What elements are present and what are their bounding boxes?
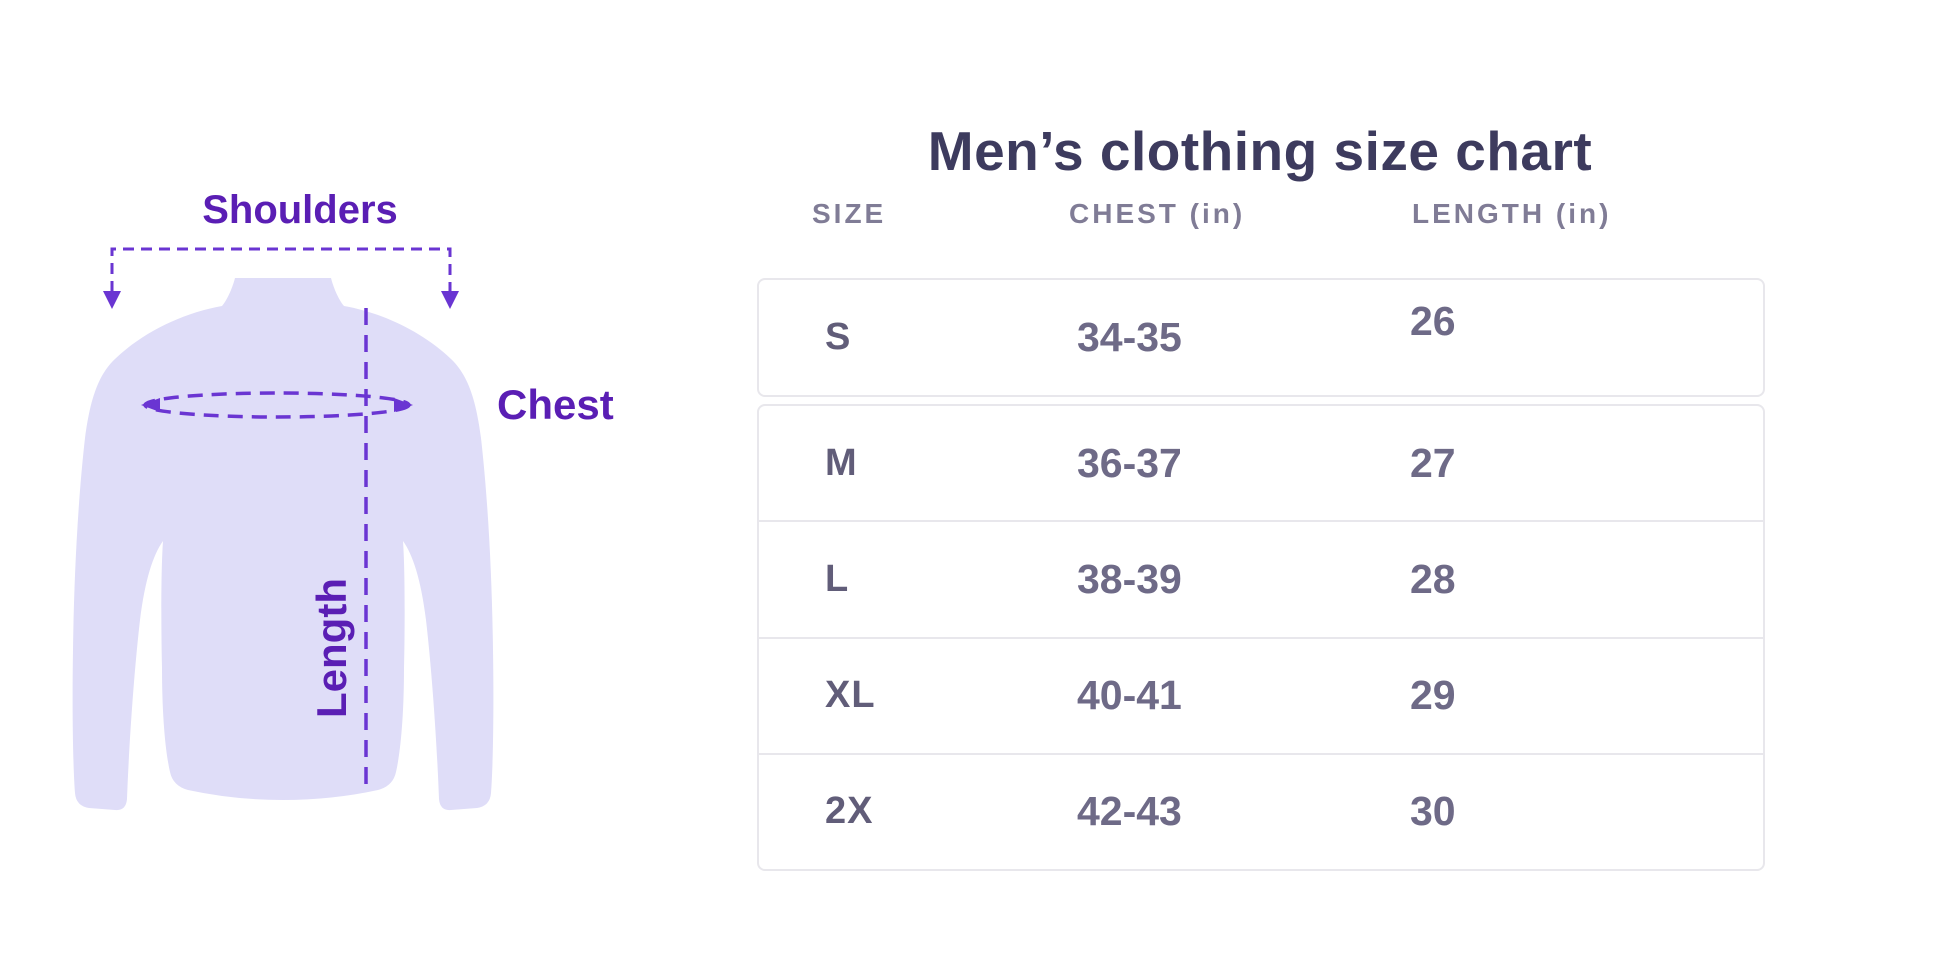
chest-value: 34-35 <box>1077 314 1182 360</box>
shirt-silhouette <box>72 278 494 811</box>
table-header-row: SIZE CHEST (in) LENGTH (in) <box>757 190 1765 240</box>
length-value: 28 <box>1410 555 1456 602</box>
chest-value: 36-37 <box>1077 439 1182 486</box>
size-value: L <box>825 557 850 600</box>
column-header-size: SIZE <box>812 198 887 229</box>
chest-value: 42-43 <box>1077 788 1182 835</box>
size-value: S <box>825 316 852 358</box>
table-row: S 34-35 26 <box>759 280 1763 395</box>
length-value: 27 <box>1410 439 1456 486</box>
table-row: XL 40-41 29 <box>759 636 1763 753</box>
table-row: M 36-37 27 <box>759 406 1763 520</box>
shoulder-arrow-right-icon <box>441 291 459 309</box>
chest-value: 40-41 <box>1077 672 1182 719</box>
size-value: M <box>825 441 858 484</box>
length-value: 26 <box>1410 298 1456 344</box>
shoulder-arrow-left-icon <box>103 291 121 309</box>
length-label: Length <box>308 578 355 718</box>
length-value: 30 <box>1410 788 1456 835</box>
chest-label: Chest <box>497 381 614 428</box>
column-header-length: LENGTH (in) <box>1412 198 1612 229</box>
table-card-rest: M 36-37 27 L 38-39 28 XL 40-41 29 2X 42-… <box>757 404 1765 871</box>
chest-value: 38-39 <box>1077 555 1182 602</box>
table-card-s: S 34-35 26 <box>757 278 1765 397</box>
shoulders-label: Shoulders <box>202 188 398 232</box>
size-value: XL <box>825 674 876 717</box>
table-row: L 38-39 28 <box>759 520 1763 636</box>
page-title: Men’s clothing size chart <box>927 119 1593 182</box>
chest-arrow-left-icon <box>141 398 160 412</box>
chest-arrow-right-icon <box>394 398 413 412</box>
shoulders-measure-bracket <box>110 247 452 292</box>
shirt-diagram <box>72 247 494 811</box>
column-header-chest: CHEST (in) <box>1069 198 1246 229</box>
table-row: 2X 42-43 30 <box>759 752 1763 869</box>
length-value: 29 <box>1410 672 1456 719</box>
size-value: 2X <box>825 790 874 833</box>
